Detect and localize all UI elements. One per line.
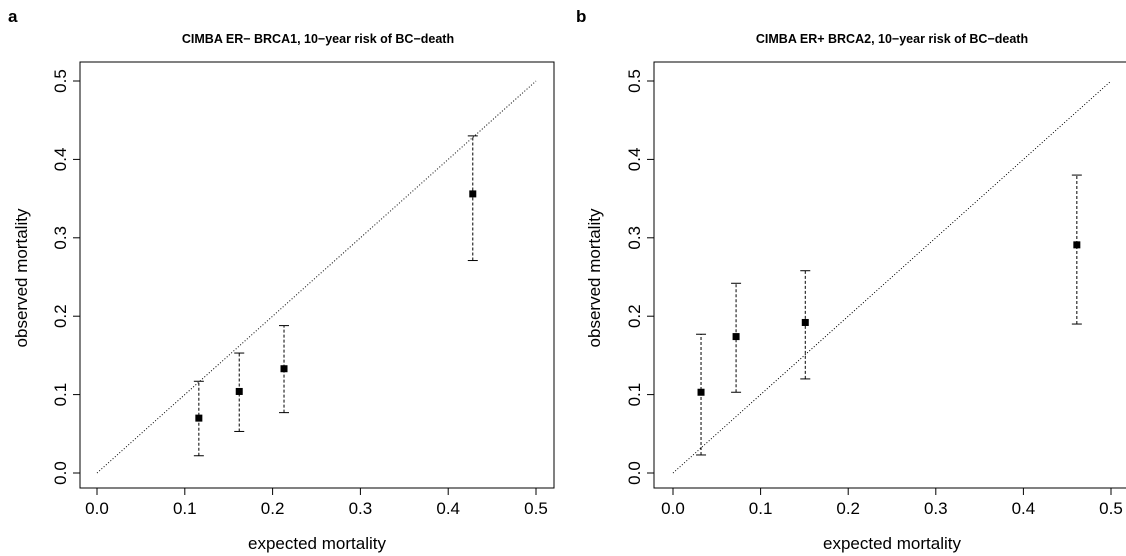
y-tick-label: 0.2	[625, 304, 644, 328]
reference-line-identity	[96, 80, 537, 474]
x-tick-label: 0.2	[261, 499, 285, 518]
x-tick-label: 0.3	[924, 499, 948, 518]
y-tick-label: 0.0	[625, 461, 644, 485]
data-point	[195, 414, 203, 422]
x-tick-label: 0.0	[85, 499, 109, 518]
plot-frame	[79, 61, 555, 489]
reference-line-identity	[672, 80, 1112, 474]
panel-b: b CIMBA ER+ BRCA2, 10−year risk of BC−de…	[576, 7, 1126, 553]
x-tick-label: 0.4	[436, 499, 460, 518]
chart-title-a: CIMBA ER− BRCA1, 10−year risk of BC−deat…	[182, 32, 454, 46]
x-tick-label: 0.5	[1099, 499, 1123, 518]
y-tick-label: 0.3	[625, 226, 644, 250]
y-tick-label: 0.5	[51, 69, 70, 93]
x-axis-label-a: expected mortality	[248, 534, 386, 553]
y-axis-label-a: observed mortality	[12, 208, 31, 347]
x-tick-label: 0.5	[524, 499, 548, 518]
data-point	[1073, 241, 1081, 249]
y-tick-label: 0.0	[51, 461, 70, 485]
data-point	[801, 318, 809, 326]
y-tick-label: 0.2	[51, 304, 70, 328]
panel-letter-a: a	[8, 7, 18, 26]
data-point	[732, 333, 740, 341]
x-axis-label-b: expected mortality	[823, 534, 961, 553]
y-tick-label: 0.1	[51, 383, 70, 407]
plot-area-b: 0.0 0.1 0.2 0.3 0.4 0.5 0.0 0.1 0.2 0.3 0.4 0.5	[625, 61, 1126, 518]
y-tick-label: 0.1	[625, 383, 644, 407]
data-point	[697, 388, 705, 396]
data-point	[235, 387, 243, 395]
y-axis-label-b: observed mortality	[585, 208, 604, 347]
y-tick-label: 0.3	[51, 226, 70, 250]
chart-title-b: CIMBA ER+ BRCA2, 10−year risk of BC−deat…	[756, 32, 1028, 46]
x-tick-label: 0.1	[749, 499, 773, 518]
x-tick-label: 0.1	[173, 499, 197, 518]
x-tick-label: 0.3	[349, 499, 373, 518]
x-tick-label: 0.4	[1012, 499, 1036, 518]
data-point	[280, 365, 288, 373]
y-tick-label: 0.5	[625, 69, 644, 93]
plot-frame	[653, 61, 1126, 489]
y-tick-label: 0.4	[625, 148, 644, 172]
y-tick-label: 0.4	[51, 148, 70, 172]
data-point	[469, 190, 477, 198]
x-tick-label: 0.2	[836, 499, 860, 518]
plot-area-a: 0.0 0.1 0.2 0.3 0.4 0.5 0.0 0.1 0.2 0.3 0.4 0.5	[51, 61, 555, 518]
panel-letter-b: b	[576, 7, 586, 26]
panel-a: a CIMBA ER− BRCA1, 10−year risk of BC−de…	[8, 7, 555, 553]
x-tick-label: 0.0	[661, 499, 685, 518]
